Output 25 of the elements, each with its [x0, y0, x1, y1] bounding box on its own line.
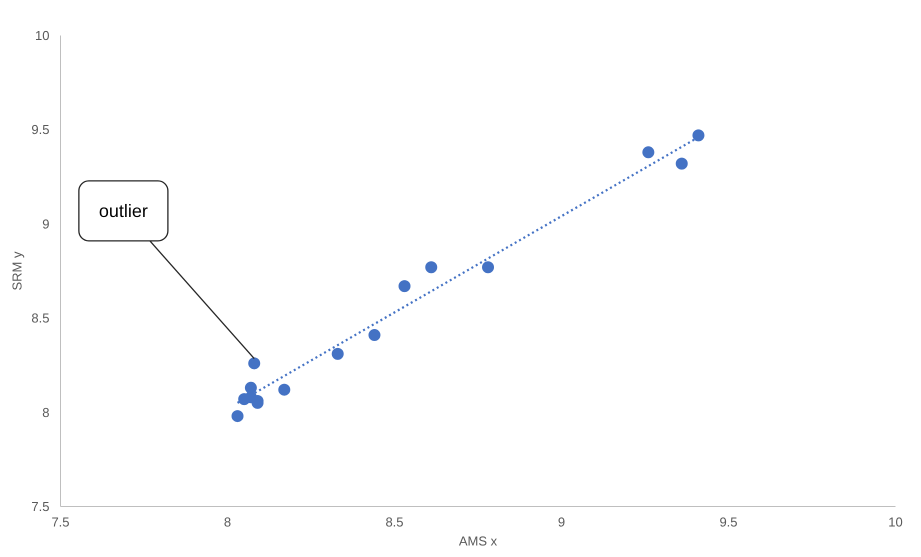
y-tick-label: 9 [42, 216, 50, 232]
x-tick-label: 9.5 [719, 514, 738, 530]
point [232, 410, 244, 422]
point [482, 261, 494, 274]
y-tick-label: 8.5 [31, 310, 50, 326]
annotation: outlier [98, 200, 148, 221]
point [368, 329, 380, 342]
point [332, 348, 344, 360]
x-tick-label: 9 [558, 514, 566, 530]
x-tick-label: 8.5 [385, 514, 404, 530]
point [278, 384, 290, 396]
y-tick-label: 7.5 [31, 499, 50, 514]
y-axis-title: SRM y [9, 251, 24, 290]
point [642, 146, 654, 158]
point [248, 357, 260, 370]
y-tick-label: 10 [35, 28, 50, 43]
point [676, 158, 688, 170]
point [692, 129, 704, 142]
y-tick-label: 8 [42, 404, 50, 420]
point [425, 261, 438, 274]
y-tick-label: 9.5 [31, 122, 50, 138]
x-tick-label: 8 [224, 514, 232, 530]
x-tick-label: 10 [888, 514, 903, 530]
x-axis-title: AMS x [458, 534, 498, 548]
point [398, 280, 411, 292]
